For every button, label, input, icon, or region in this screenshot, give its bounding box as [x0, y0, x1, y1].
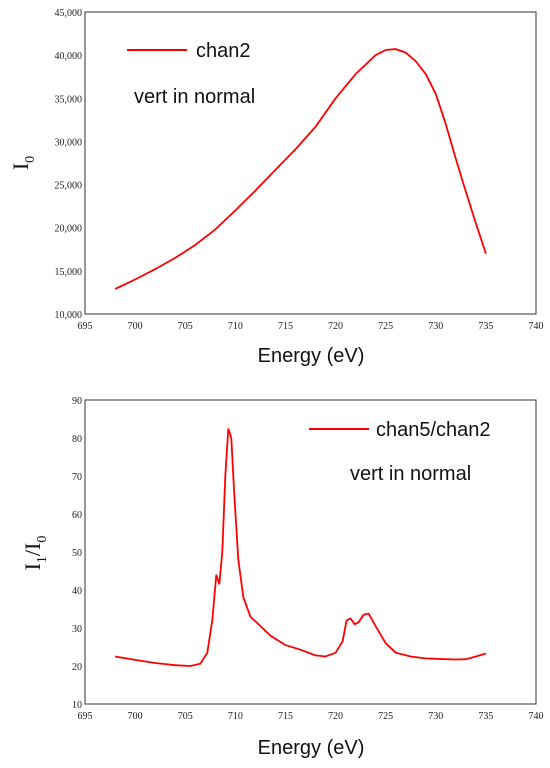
x-tick-label: 700: [128, 321, 143, 332]
annotation-text: vert in normal: [350, 463, 471, 485]
x-tick-label: 695: [78, 711, 93, 722]
x-tick-label: 705: [178, 711, 193, 722]
x-tick-label: 710: [228, 711, 243, 722]
x-tick-label: 730: [428, 711, 443, 722]
x-tick-label: 720: [328, 711, 343, 722]
x-tick-label: 730: [428, 321, 443, 332]
y-tick-label: 20: [72, 662, 82, 673]
series-line-chan2: [114, 48, 487, 290]
x-tick-label: 695: [78, 321, 93, 332]
y-tick-label: 30,000: [55, 137, 83, 148]
x-tick-label: 735: [478, 711, 493, 722]
y-tick-label: 90: [72, 396, 82, 407]
x-tick-labels: 695 700 705 710 715 720 725 730 735 740: [78, 321, 544, 332]
y-axis-title: I1/I0: [20, 536, 50, 571]
y-tick-label: 10: [72, 700, 82, 711]
y-tick-label: 40: [72, 586, 82, 597]
svg-text:I0: I0: [8, 156, 38, 170]
y-tick-label: 30: [72, 624, 82, 635]
y-tick-label: 40,000: [55, 51, 83, 62]
y-tick-label: 80: [72, 434, 82, 445]
y-axis-title: I0: [8, 156, 38, 170]
x-tick-labels: 695 700 705 710 715 720 725 730 735 740: [78, 711, 544, 722]
x-tick-label: 705: [178, 321, 193, 332]
y-tick-labels: 10 20 30 40 50 60 70 80 90: [72, 396, 82, 711]
x-tick-label: 715: [278, 321, 293, 332]
x-tick-label: 715: [278, 711, 293, 722]
y-tick-label: 15,000: [55, 267, 83, 278]
x-tick-label: 725: [378, 321, 393, 332]
x-tick-label: 740: [529, 711, 544, 722]
x-tick-label: 720: [328, 321, 343, 332]
x-tick-label: 725: [378, 711, 393, 722]
x-tick-label: 700: [128, 711, 143, 722]
x-tick-label: 735: [478, 321, 493, 332]
y-tick-label: 70: [72, 472, 82, 483]
y-tick-labels: 10,000 15,000 20,000 25,000 30,000 35,000 40,0…: [55, 8, 83, 321]
annotation-text: vert in normal: [134, 86, 255, 108]
plot-frame: [84, 11, 537, 315]
svg-text:I1/I0: I1/I0: [20, 536, 50, 571]
chart-i1-over-i0: 10 20 30 40 50 60 70 80 90 695 700 705 710 715 720 725…: [20, 396, 544, 759]
legend-label: chan2: [196, 40, 251, 62]
y-tick-label: 60: [72, 510, 82, 521]
x-axis-title: Energy (eV): [258, 737, 365, 759]
y-tick-label: 10,000: [55, 310, 83, 321]
y-tick-label: 25,000: [55, 181, 83, 192]
plot-frame: [84, 399, 537, 705]
y-tick-label: 45,000: [55, 8, 83, 19]
x-axis-title: Energy (eV): [258, 345, 365, 367]
y-tick-label: 35,000: [55, 94, 83, 105]
series-line-chan5-chan2: [114, 428, 487, 667]
x-tick-label: 740: [529, 321, 544, 332]
chart-i0: 10,000 15,000 20,000 25,000 30,000 35,000 40,0…: [8, 8, 544, 367]
x-tick-label: 710: [228, 321, 243, 332]
legend-label: chan5/chan2: [376, 419, 491, 441]
y-tick-label: 20,000: [55, 224, 83, 235]
y-tick-label: 50: [72, 548, 82, 559]
